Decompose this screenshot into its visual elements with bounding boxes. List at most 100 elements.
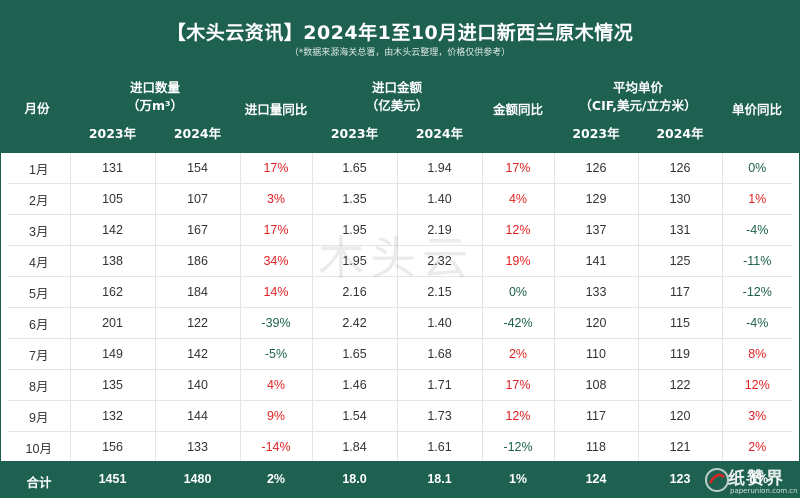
cell-amt-2023: 1.65	[312, 338, 398, 370]
header-price-yoy: 单价同比	[731, 102, 782, 117]
cell-price-2024: 115	[638, 307, 723, 339]
cell-amt-yoy: 12%	[482, 214, 555, 246]
cell-qty-yoy: -39%	[240, 307, 313, 339]
cell-amt-2023: 2.42	[312, 307, 398, 339]
cell-price-2023: 118	[554, 431, 639, 463]
cell-price-yoy: 0%	[722, 153, 792, 184]
total-qty-2023: 1451	[98, 472, 127, 486]
cell-qty-2024: 142	[155, 338, 241, 370]
cell-qty-yoy: 3%	[240, 183, 313, 215]
cell-price-2023: 129	[554, 183, 639, 215]
table-row: 4月 138 186 34% 1.95 2.32 19% 141 125 -11%	[8, 245, 792, 277]
table-row: 8月 135 140 4% 1.46 1.71 17% 108 122 12%	[8, 369, 792, 401]
header-amt-yoy: 金额同比	[492, 102, 543, 117]
cell-amt-yoy: 19%	[482, 245, 555, 277]
cell-qty-2024: 186	[155, 245, 241, 277]
cell-price-2024: 120	[638, 400, 723, 432]
cell-qty-2023: 132	[70, 400, 156, 432]
page-title: 【木头云资讯】2024年1至10月进口新西兰原木情况	[166, 22, 634, 44]
table-row: 2月 105 107 3% 1.35 1.40 4% 129 130 1%	[8, 183, 792, 215]
header-price-2023: 2023年	[572, 126, 620, 141]
cell-qty-2023: 105	[70, 183, 156, 215]
header-amt-2024: 2024年	[415, 126, 464, 141]
cell-price-2023: 137	[554, 214, 639, 246]
total-amt-yoy: 1%	[508, 472, 528, 486]
cell-qty-2024: 167	[155, 214, 241, 246]
header-price-unit: （CIF,美元/立方米）	[579, 98, 697, 113]
cell-month: 4月	[8, 245, 71, 277]
cell-price-2024: 122	[638, 369, 723, 401]
table-body: 1月 131 154 17% 1.65 1.94 17% 126 126 0% 2月 105 107 3%…	[8, 153, 792, 463]
cell-amt-2024: 2.19	[397, 214, 483, 246]
cell-amt-2024: 1.40	[397, 307, 483, 339]
cell-qty-2023: 131	[70, 153, 156, 184]
total-amt-2024: 18.1	[427, 472, 452, 486]
cell-amt-yoy: 4%	[482, 183, 555, 215]
cell-price-2023: 126	[554, 153, 639, 184]
cell-price-yoy: 3%	[722, 400, 792, 432]
cell-amt-2024: 1.40	[397, 183, 483, 215]
cell-price-yoy: -12%	[722, 276, 792, 308]
cell-price-2024: 117	[638, 276, 723, 308]
cell-amt-2023: 1.35	[312, 183, 398, 215]
logo-url: paperunion.com.cn	[730, 487, 798, 495]
cell-qty-2023: 142	[70, 214, 156, 246]
cell-price-2023: 117	[554, 400, 639, 432]
total-price-yoy: -1%	[745, 472, 769, 486]
cell-amt-yoy: 0%	[482, 276, 555, 308]
cell-qty-2024: 184	[155, 276, 241, 308]
total-amt-2023: 18.0	[342, 472, 367, 486]
cell-amt-2024: 1.71	[397, 369, 483, 401]
cell-month: 10月	[8, 431, 71, 463]
data-table: 1月 131 154 17% 1.65 1.94 17% 126 126 0% 2月 105 107 3%…	[8, 153, 792, 463]
cell-qty-2024: 154	[155, 153, 241, 184]
table-row: 3月 142 167 17% 1.95 2.19 12% 137 131 -4%	[8, 214, 792, 246]
cell-qty-2023: 162	[70, 276, 156, 308]
cell-month: 9月	[8, 400, 71, 432]
cell-month: 5月	[8, 276, 71, 308]
cell-amt-2023: 1.65	[312, 153, 398, 184]
header-qty-unit: （万m³）	[127, 98, 183, 113]
cell-price-yoy: -4%	[722, 214, 792, 246]
cell-qty-2023: 135	[70, 369, 156, 401]
cell-month: 8月	[8, 369, 71, 401]
cell-price-2023: 120	[554, 307, 639, 339]
header-amt-2023: 2023年	[330, 126, 379, 141]
cell-price-2023: 108	[554, 369, 639, 401]
data-source-note: （*数据来源海关总署，由木头云整理，价格仅供参考）	[289, 48, 511, 58]
cell-month: 3月	[8, 214, 71, 246]
cell-amt-yoy: -42%	[482, 307, 555, 339]
cell-amt-2024: 1.61	[397, 431, 483, 463]
cell-price-2023: 110	[554, 338, 639, 370]
table-row: 10月 156 133 -14% 1.84 1.61 -12% 118 121 2%	[8, 431, 792, 463]
table-row: 5月 162 184 14% 2.16 2.15 0% 133 117 -12%	[8, 276, 792, 308]
logo-icon	[705, 468, 729, 492]
cell-price-yoy: -11%	[722, 245, 792, 277]
cell-qty-yoy: 34%	[240, 245, 313, 277]
cell-price-yoy: 8%	[722, 338, 792, 370]
header-price-2024: 2024年	[656, 126, 704, 141]
cell-amt-2023: 1.84	[312, 431, 398, 463]
header-qty-2023: 2023年	[88, 126, 137, 141]
table-header: 【木头云资讯】2024年1至10月进口新西兰原木情况 （*数据来源海关总署，由木…	[0, 0, 800, 153]
cell-amt-2023: 1.95	[312, 214, 398, 246]
cell-qty-yoy: -5%	[240, 338, 313, 370]
cell-qty-2024: 133	[155, 431, 241, 463]
cell-price-2024: 119	[638, 338, 723, 370]
cell-amt-yoy: 17%	[482, 369, 555, 401]
logo-text: 纸赞界	[728, 469, 785, 489]
cell-amt-2023: 1.95	[312, 245, 398, 277]
cell-month: 2月	[8, 183, 71, 215]
cell-qty-yoy: 9%	[240, 400, 313, 432]
cell-month: 7月	[8, 338, 71, 370]
cell-qty-2024: 122	[155, 307, 241, 339]
total-qty-2024: 1480	[183, 472, 212, 486]
cell-price-2024: 131	[638, 214, 723, 246]
header-amt-unit: （亿美元）	[365, 98, 429, 113]
cell-price-2024: 126	[638, 153, 723, 184]
cell-amt-yoy: 12%	[482, 400, 555, 432]
header-qty-group: 进口数量	[129, 80, 180, 95]
cell-qty-yoy: 14%	[240, 276, 313, 308]
cell-qty-yoy: -14%	[240, 431, 313, 463]
cell-amt-yoy: 2%	[482, 338, 555, 370]
